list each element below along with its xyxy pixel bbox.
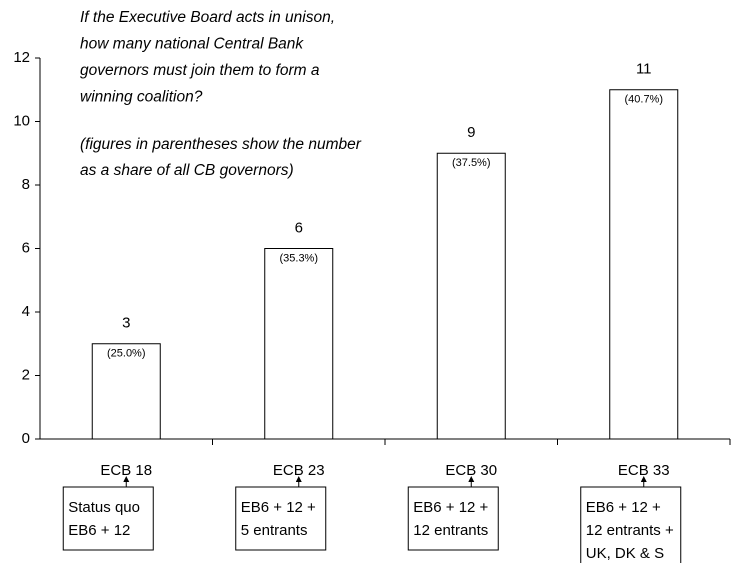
value-label: 9: [467, 124, 475, 141]
description: 5 entrants: [241, 522, 308, 539]
description: EB6 + 12 +: [413, 499, 488, 516]
y-tick-label: 8: [22, 176, 30, 193]
share-label: (37.5%): [452, 157, 491, 169]
bar: [436, 152, 506, 440]
y-tick-label: 10: [13, 112, 30, 129]
description: Status quo: [68, 499, 140, 516]
bar: [91, 343, 161, 440]
y-tick-label: 4: [22, 303, 30, 320]
description: 12 entrants: [413, 522, 488, 539]
description: UK, DK & S: [586, 545, 664, 562]
x-tick-label: ECB 33: [618, 462, 670, 479]
chart-title: governors must join them to form a: [80, 62, 320, 79]
y-tick-label: 12: [13, 49, 30, 66]
share-label: (25.0%): [107, 348, 146, 360]
description-box: [580, 486, 682, 563]
description-box: [62, 486, 154, 551]
value-label: 11: [636, 61, 652, 78]
description: 12 entrants +: [586, 522, 674, 539]
description: EB6 + 12: [68, 522, 130, 539]
chart-title: winning coalition?: [80, 89, 203, 106]
chart-subtitle: as a share of all CB governors): [80, 162, 294, 179]
y-tick-label: 6: [22, 239, 30, 256]
chart-title: If the Executive Board acts in unison,: [80, 9, 335, 26]
bar: [609, 89, 679, 440]
description-box: [235, 486, 327, 551]
chart-subtitle: (figures in parentheses show the number: [80, 136, 362, 153]
y-tick-label: 0: [22, 430, 30, 447]
share-label: (35.3%): [279, 252, 318, 264]
x-tick-label: ECB 23: [273, 462, 325, 479]
x-tick-label: ECB 30: [445, 462, 497, 479]
description: EB6 + 12 +: [241, 499, 316, 516]
description: EB6 + 12 +: [586, 499, 661, 516]
y-tick-label: 2: [22, 366, 30, 383]
share-label: (40.7%): [624, 94, 663, 106]
bar: [264, 248, 334, 440]
x-tick-label: ECB 18: [100, 462, 152, 479]
value-label: 3: [122, 315, 130, 332]
chart-title: how many national Central Bank: [80, 36, 304, 53]
description-box: [407, 486, 499, 551]
value-label: 6: [295, 219, 303, 236]
